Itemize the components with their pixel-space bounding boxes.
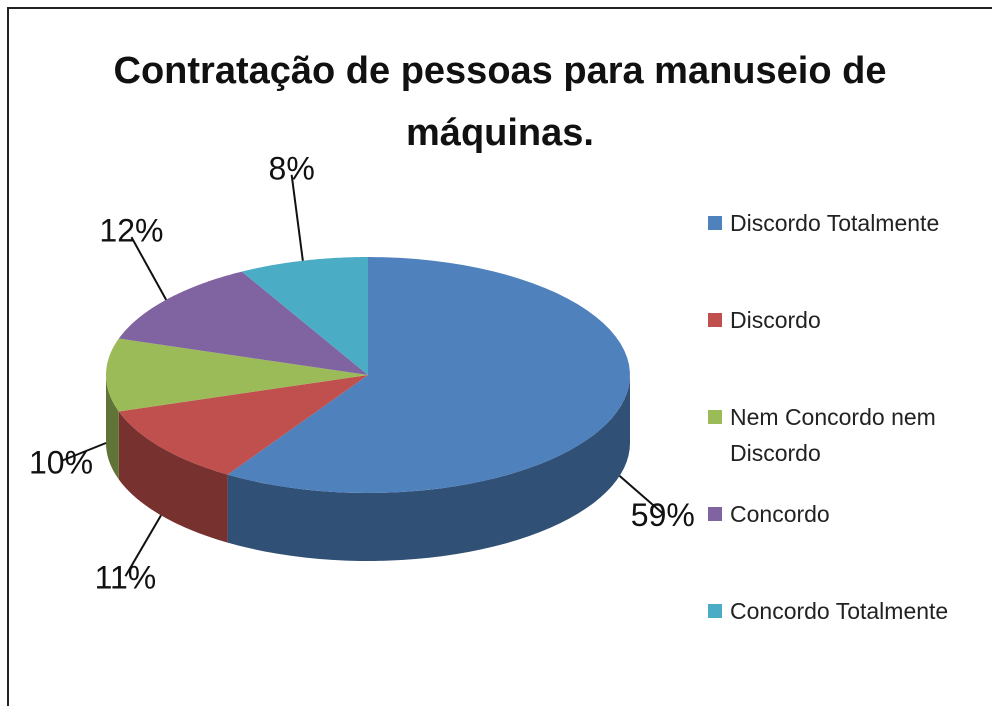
data-label: 11% xyxy=(95,560,157,596)
leader-line xyxy=(60,442,107,462)
legend-swatch xyxy=(708,313,722,327)
legend-swatch xyxy=(708,604,722,618)
legend-label: Discordo xyxy=(730,307,821,333)
legend-label: Discordo Totalmente xyxy=(730,210,940,236)
legend: Discordo Totalmente Discordo Nem Concordo … xyxy=(708,205,978,690)
legend-item: Concordo xyxy=(708,496,978,593)
legend-swatch xyxy=(708,216,722,230)
legend-swatch xyxy=(708,507,722,521)
leader-line xyxy=(618,475,664,515)
slice xyxy=(118,375,368,475)
frame xyxy=(7,7,992,706)
data-label: 12% xyxy=(99,213,163,249)
legend-swatch xyxy=(708,410,722,424)
slice xyxy=(118,271,368,375)
leader-line xyxy=(290,174,304,261)
data-label: 59% xyxy=(631,497,695,533)
slice-side xyxy=(106,375,119,480)
legend-label: Concordo xyxy=(730,501,830,527)
slice xyxy=(106,338,368,412)
data-label: 10% xyxy=(29,444,93,480)
legend-item: Concordo Totalmente xyxy=(708,593,978,690)
legend-label: Nem Concordo nem Discordo xyxy=(730,404,936,466)
slice-side xyxy=(118,411,228,543)
leader-line xyxy=(130,236,168,301)
legend-label: Concordo Totalmente xyxy=(730,598,949,624)
slice-side xyxy=(227,375,630,561)
legend-item: Discordo Totalmente xyxy=(708,205,978,302)
legend-item: Nem Concordo nem Discordo xyxy=(708,399,978,496)
legend-item: Discordo xyxy=(708,302,978,399)
chart-title: Contratação de pessoas para manuseio de … xyxy=(113,50,887,154)
data-label: 8% xyxy=(269,150,315,186)
leader-line xyxy=(124,514,162,577)
slice xyxy=(227,257,630,493)
slice xyxy=(241,257,368,375)
